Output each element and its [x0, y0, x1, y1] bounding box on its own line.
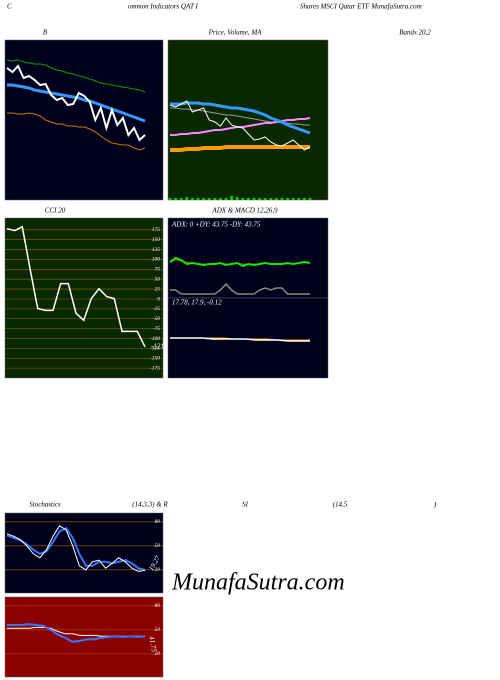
volume-bar [202, 198, 206, 200]
y-tick-label: 50 [155, 277, 161, 283]
volume-bar [230, 196, 234, 200]
header-text: ommon Indicators QAT I [128, 3, 198, 11]
watermark: MunafaSutra.com [171, 570, 345, 596]
panel-title: Stochastics [29, 501, 61, 509]
y-tick-label: -25 [153, 306, 161, 312]
volume-bar [218, 198, 222, 200]
volume-bar [196, 198, 200, 200]
volume-bar [179, 198, 183, 200]
annotation: ADX: 0 +DY: 43.75 -DY: 43.75 [171, 221, 261, 229]
volume-bar [280, 198, 284, 200]
series-line [169, 256, 311, 268]
volume-bar [207, 198, 211, 200]
volume-bar [190, 198, 194, 200]
series-line [170, 337, 310, 342]
y-tick-label: 100 [152, 257, 161, 263]
volume-bar [241, 198, 245, 200]
header-text: C [7, 3, 12, 11]
y-tick-label: -100 [150, 336, 160, 342]
y-tick-label: 20 [155, 651, 161, 657]
y-tick-label: 25 [155, 286, 161, 292]
series-line [170, 145, 310, 152]
panel-subtitle: Bands 20,2 [399, 29, 431, 37]
panel [167, 217, 329, 299]
panel-title: ADX & MACD 12,26,9 [211, 207, 278, 215]
series-line [7, 112, 146, 151]
series-line [6, 64, 146, 142]
volume-bar [258, 198, 262, 200]
y-tick-label: 75 [155, 267, 161, 273]
series-line [169, 100, 311, 151]
y-tick-label: -175 [150, 365, 160, 371]
y-tick-label: 0 [157, 296, 160, 302]
y-tick-label: 175 [152, 227, 161, 233]
volume-bar [224, 198, 228, 200]
volume-bar [235, 197, 239, 200]
y-tick-label: -150 [150, 356, 160, 362]
volume-bar [213, 198, 217, 200]
volume-bar [168, 198, 172, 200]
series-line [6, 526, 146, 571]
value-label: -121 [151, 342, 164, 350]
volume-bar [308, 198, 312, 200]
volume-bar [246, 198, 250, 200]
volume-bar [185, 197, 189, 200]
volume-bar [174, 198, 178, 200]
y-tick-label: 20 [155, 567, 161, 573]
series-line [6, 225, 146, 348]
annotation: 17.78, 17.9, -0.12 [172, 299, 222, 307]
volume-bar [269, 198, 273, 200]
y-tick-label: 50 [155, 543, 161, 549]
panel [4, 217, 164, 379]
series-line [7, 623, 146, 643]
panel-title: SI [242, 501, 249, 509]
volume-bar [274, 198, 278, 200]
panel-title: CCI 20 [45, 207, 66, 215]
y-tick-label: 80 [155, 519, 161, 525]
panel-title: (14,3,3) & R [132, 501, 168, 509]
volume-bar [291, 198, 295, 200]
y-tick-label: -50 [153, 316, 161, 322]
panel-title: B [43, 29, 48, 37]
y-tick-label: 80 [155, 603, 161, 609]
value-label: 41.75 [147, 636, 158, 653]
panel-title: ) [433, 501, 437, 509]
panel [4, 39, 164, 201]
volume-bar [252, 198, 256, 200]
y-tick-label: -125 [150, 346, 160, 352]
y-tick-label: 150 [152, 237, 161, 243]
volume-bar [286, 198, 290, 200]
series-line [6, 525, 146, 572]
y-tick-label: 125 [152, 247, 161, 253]
volume-bar [297, 198, 301, 200]
series-line [170, 282, 310, 295]
volume-bar [302, 198, 306, 200]
y-tick-label: 50 [155, 627, 161, 633]
series-line [170, 101, 311, 135]
panel-title: (14,5 [333, 501, 348, 509]
volume-bar [263, 198, 267, 200]
series-line [6, 59, 146, 93]
header-text: Shares MSCI Qatar ETF MunafaSutra.com [300, 3, 422, 11]
panel-title: Price, Volume, MA [208, 29, 263, 37]
panel [4, 512, 164, 594]
y-tick-label: -75 [153, 326, 161, 332]
